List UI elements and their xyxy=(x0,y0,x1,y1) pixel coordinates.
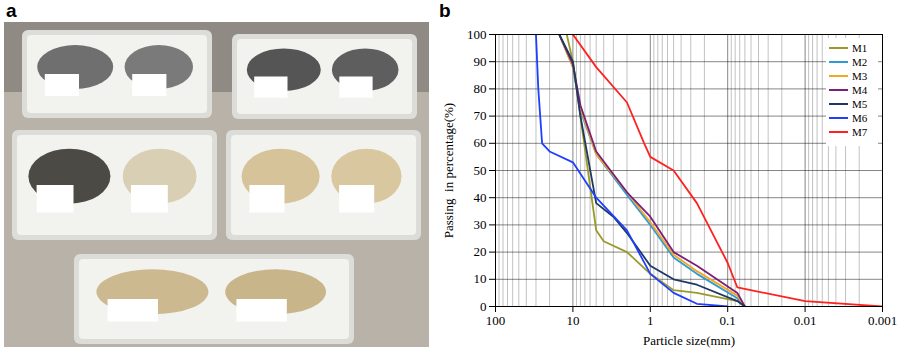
svg-text:M6: M6 xyxy=(852,112,868,124)
html-text:a: a xyxy=(6,0,17,21)
svg-text:Passing in percentage(%): Passing in percentage(%) xyxy=(441,103,456,238)
svg-text:40: 40 xyxy=(474,190,487,205)
svg-text:0.01: 0.01 xyxy=(794,313,817,328)
svg-text:0: 0 xyxy=(480,299,487,314)
svg-text:M3: M3 xyxy=(852,70,868,82)
svg-text:70: 70 xyxy=(474,108,487,123)
svg-text:M2: M2 xyxy=(852,56,867,68)
svg-text:M1: M1 xyxy=(852,42,867,54)
svg-text:10: 10 xyxy=(474,271,487,286)
svg-text:0.1: 0.1 xyxy=(720,313,736,328)
svg-text:1: 1 xyxy=(647,313,654,328)
svg-text:Particle size(mm): Particle size(mm) xyxy=(643,333,735,348)
svg-text:90: 90 xyxy=(474,54,487,69)
svg-text:0.001: 0.001 xyxy=(868,313,897,328)
svg-text:60: 60 xyxy=(474,135,487,150)
svg-text:100: 100 xyxy=(486,313,506,328)
html-text:b: b xyxy=(439,0,451,21)
svg-text:M4: M4 xyxy=(852,84,868,96)
svg-text:80: 80 xyxy=(474,81,487,96)
svg-text:30: 30 xyxy=(474,217,487,232)
svg-text:50: 50 xyxy=(474,163,487,178)
svg-text:M7: M7 xyxy=(852,126,868,138)
svg-text:100: 100 xyxy=(467,27,487,42)
svg-text:20: 20 xyxy=(474,244,487,259)
svg-text:10: 10 xyxy=(566,313,579,328)
svg-text:M5: M5 xyxy=(852,98,868,110)
